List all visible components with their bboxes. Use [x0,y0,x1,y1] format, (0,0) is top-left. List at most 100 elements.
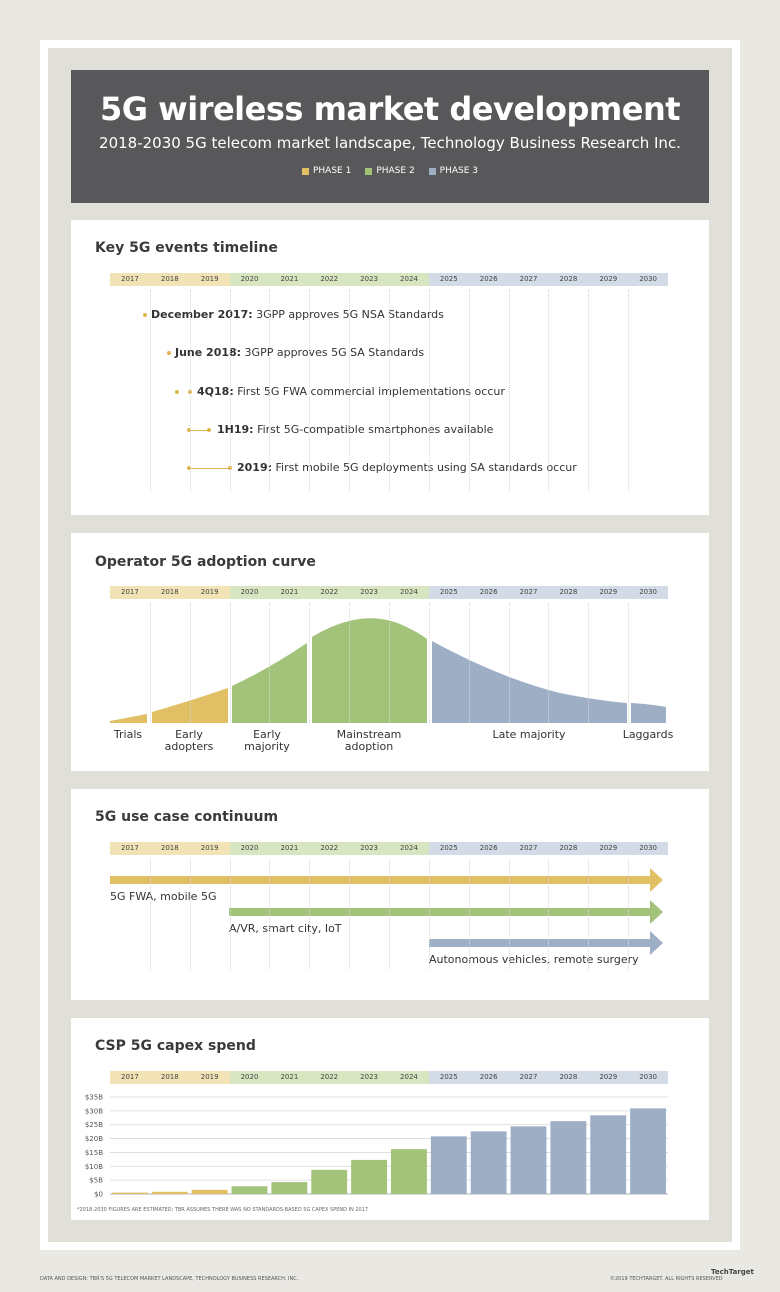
year-cell: 2018 [149,273,190,286]
page-title: 5G wireless market development [99,90,681,128]
curve-label: Laggards [618,729,678,741]
event-item: 1H19: First 5G-compatible smartphones av… [217,423,493,436]
year-cell: 2021 [269,586,310,599]
event-text: 3GPP approves 5G SA Standards [241,346,425,359]
event-date: June 2018: [175,346,242,359]
y-tick-label: $15B [85,1149,103,1157]
curve-label-line: Laggards [622,728,674,741]
timeline-title: Key 5G events timeline [95,240,278,256]
event-connector [190,430,208,431]
grid-line [229,859,231,970]
year-cell: 2026 [468,586,509,599]
year-cell: 2028 [548,586,589,599]
year-cell: 2022 [309,1071,350,1084]
year-cell: 2021 [269,273,310,286]
year-axis: 2017 2018 2019 2020 2021 2022 2023 2024 2025 2026… [110,842,669,855]
header: 5G wireless market development 2018-2030… [71,70,709,203]
capex-title: CSP 5G capex spend [95,1038,256,1054]
event-date: December 2017: [151,308,253,321]
grid-line [389,859,390,970]
footer-copyright: ©2019 TechTarget. All rights reserved [610,1276,723,1282]
curve-label: Early majority [237,729,297,753]
curve-segment-late-majority [432,641,627,723]
year-cell: 2029 [588,273,629,286]
grid-line [588,290,590,492]
year-cell: 2024 [389,273,429,286]
year-cell: 2028 [548,1071,589,1084]
usecase-panel: 5G use case continuum [71,789,709,1000]
year-cell: 2030 [628,842,669,855]
event-text: First 5G-compatible smartphones availabl… [253,423,494,436]
year-cell: 2026 [468,273,509,286]
curve-segment-mainstream [312,618,427,723]
curve-label-line: Late majority [492,728,566,741]
timeline-panel: Key 5G events timeline [71,220,709,515]
grid-line [149,290,151,492]
year-cell: 2019 [189,586,230,599]
event-dot [167,351,171,355]
legend-item-phase1: PHASE 1 [301,166,351,176]
year-cell: 2024 [389,1071,429,1084]
grid-line [349,603,351,723]
usecase-title: 5G use case continuum [95,809,279,825]
y-tick-label: $35B [85,1094,103,1102]
year-cell: 2025 [428,842,469,855]
year-cell: 2029 [588,1071,629,1084]
year-cell: 2024 [389,842,429,855]
capex-bar-2029 [590,1115,627,1194]
grid-line [309,290,311,492]
grid-line [269,290,271,492]
year-cell: 2025 [428,1071,469,1084]
usecase-arrow-autonomous [429,931,663,955]
year-cell: 2017 [110,842,150,855]
year-cell: 2023 [349,842,390,855]
grid-line [548,859,550,970]
year-cell: 2023 [349,273,390,286]
y-tick-label: $30B [85,1107,103,1115]
capex-bar-2028 [550,1121,587,1194]
capex-bar-2018 [151,1191,188,1194]
event-dot [187,428,191,432]
y-tick-label: $0 [94,1191,103,1199]
year-cell: 2026 [468,1071,509,1084]
capex-bar-2020 [231,1186,268,1194]
capex-bar-2030 [630,1108,666,1194]
adoption-title: Operator 5G adoption curve [95,554,316,570]
year-cell: 2023 [349,586,390,599]
grid-line [149,603,151,723]
grid-line [548,603,550,723]
year-cell: 2025 [428,586,469,599]
capex-bar-2017 [112,1192,148,1194]
capex-bar-2021 [271,1182,308,1194]
year-cell: 2027 [508,842,549,855]
year-cell: 2027 [508,273,549,286]
year-cell: 2027 [508,1071,549,1084]
legend-swatch-phase2 [365,167,373,175]
grid-line [588,603,590,723]
grid-line [389,603,390,723]
grid-line [468,290,470,492]
grid-line [269,859,271,970]
capex-bar-2026 [470,1131,507,1194]
grid-line [628,603,630,723]
grid-line [628,859,630,970]
capex-bar-2024 [391,1149,427,1194]
event-item: 4Q18: First 5G FWA commercial implementa… [197,385,505,398]
year-cell: 2017 [110,273,150,286]
curve-label: Early adopters [159,729,219,753]
grid-line [269,603,271,723]
year-cell: 2022 [309,273,350,286]
legend-item-phase3: PHASE 3 [428,166,478,176]
legend-item-phase2: PHASE 2 [365,166,415,176]
year-cell: 2030 [628,273,669,286]
year-cell: 2026 [468,842,509,855]
event-date: 1H19: [217,423,254,436]
year-axis: 2017 2018 2019 2020 2021 2022 2023 2024 2025 2026… [110,586,669,599]
curve-segment-trials [110,714,147,723]
year-cell: 2018 [149,1071,190,1084]
usecase-label: A/VR, smart city, IoT [229,922,342,935]
year-cell: 2028 [548,842,589,855]
